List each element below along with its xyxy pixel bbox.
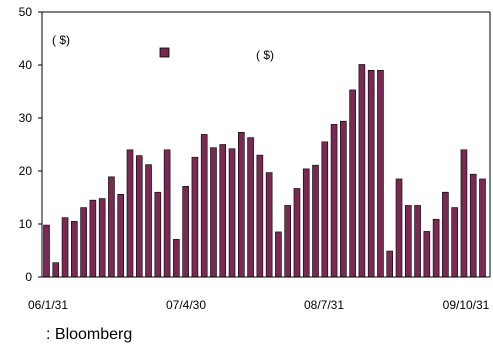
bar: [358, 64, 366, 278]
axes-group: [41, 11, 491, 278]
bar: [228, 148, 236, 278]
bar: [349, 89, 356, 278]
bar: [117, 194, 125, 278]
legend-swatch: [159, 47, 170, 58]
bar: [395, 178, 403, 278]
bar: [163, 149, 171, 278]
bar: [61, 217, 69, 278]
bar: [404, 205, 412, 278]
bar: [275, 231, 282, 278]
bar: [367, 70, 375, 278]
y-tick-label: 20: [19, 164, 33, 178]
bar: [80, 207, 87, 278]
bar: [377, 70, 384, 278]
bar: [238, 132, 245, 278]
bar: [256, 154, 264, 278]
source-note: : Bloomberg: [46, 326, 133, 343]
bar: [145, 164, 152, 278]
bar: [200, 134, 208, 278]
bar: [71, 221, 78, 278]
bar: [135, 155, 143, 278]
bar: [284, 205, 291, 278]
bar: [451, 207, 458, 278]
bar: [52, 262, 60, 278]
bar: [108, 176, 115, 278]
x-tick-label: 08/7/31: [304, 298, 344, 312]
bar: [265, 172, 273, 278]
legend-unit-annotation: ( $): [256, 48, 274, 62]
bar: [479, 178, 486, 278]
bar: [219, 144, 227, 278]
bar: [43, 224, 50, 278]
y-tick-label: 30: [19, 111, 33, 125]
bar: [321, 141, 329, 278]
y-tick-label: 0: [25, 270, 32, 284]
x-tick-label: 09/10/31: [443, 298, 490, 312]
bar: [414, 205, 421, 278]
x-tick-label: 06/1/31: [28, 298, 68, 312]
bar: [432, 218, 440, 278]
bar: [98, 198, 106, 278]
bar: [247, 137, 254, 278]
bar: [210, 147, 217, 278]
y-tick-label: 50: [19, 5, 33, 19]
bar: [302, 168, 310, 278]
y-unit-annotation: ( $): [52, 33, 70, 47]
bar: [469, 173, 477, 278]
bar: [386, 250, 394, 278]
y-tick-label: 40: [19, 58, 33, 72]
bar: [293, 188, 301, 278]
bar: [423, 231, 431, 278]
bar: [312, 164, 319, 278]
x-tick-label: 07/4/30: [166, 298, 206, 312]
bar: [126, 149, 134, 278]
bars-group: [43, 64, 486, 278]
bar: [460, 149, 468, 278]
x-ticks-group: 06/1/31 07/4/30 08/7/31 09/10/31: [28, 298, 490, 312]
bar: [330, 124, 338, 278]
y-ticks-group: 0 10 20 30 40 50: [19, 5, 42, 284]
bar: [442, 191, 449, 278]
bar: [89, 199, 97, 278]
bar: [173, 239, 180, 278]
y-tick-label: 10: [19, 217, 33, 231]
bar: [191, 156, 199, 278]
bar: [182, 186, 189, 278]
bar: [340, 120, 347, 278]
bar: [154, 191, 162, 278]
